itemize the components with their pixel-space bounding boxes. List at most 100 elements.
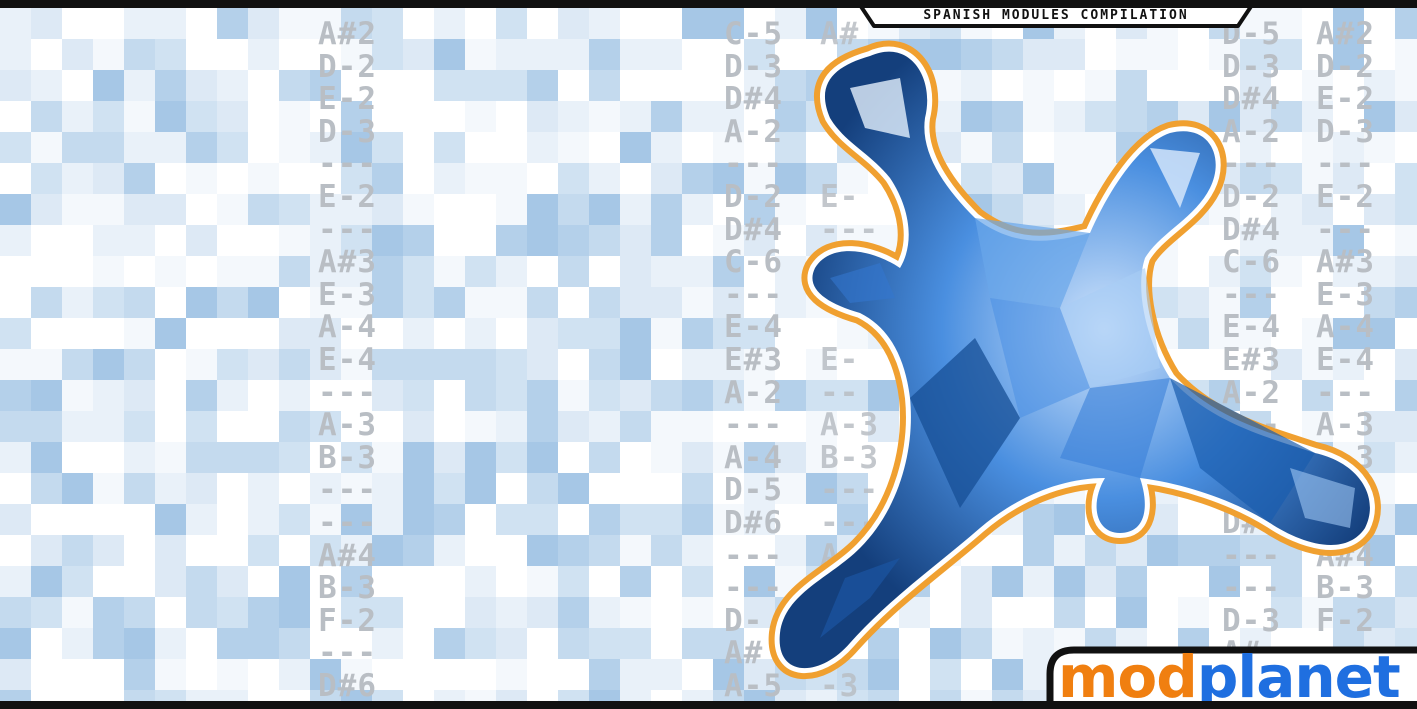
mosaic-tile [31, 39, 62, 70]
mosaic-tile [527, 318, 558, 349]
mosaic-tile [527, 194, 558, 225]
mosaic-tile [248, 8, 279, 39]
mosaic-tile [961, 597, 992, 628]
mosaic-tile [372, 659, 403, 690]
mosaic-tile [682, 504, 713, 535]
mosaic-tile [558, 39, 589, 70]
mosaic-tile [1333, 39, 1364, 70]
mosaic-tile [1054, 194, 1085, 225]
mosaic-tile [434, 566, 465, 597]
mosaic-tile [775, 163, 806, 194]
mosaic-tile [279, 194, 310, 225]
mosaic-tile [93, 39, 124, 70]
mosaic-tile [1302, 566, 1333, 597]
mosaic-tile [310, 101, 341, 132]
pixel-mosaic-background [0, 8, 1417, 701]
mosaic-tile [279, 411, 310, 442]
mosaic-tile [1333, 349, 1364, 380]
mosaic-tile [806, 8, 837, 39]
mosaic-tile [682, 194, 713, 225]
mosaic-tile [465, 349, 496, 380]
mosaic-tile [403, 132, 434, 163]
note-cell: --- [724, 570, 783, 607]
note-cell: --- [318, 146, 377, 183]
mosaic-tile [31, 442, 62, 473]
mosaic-tile [186, 473, 217, 504]
mosaic-tile [310, 411, 341, 442]
mosaic-tile [434, 132, 465, 163]
mosaic-tile [0, 349, 31, 380]
mosaic-tile [775, 504, 806, 535]
mosaic-tile [186, 70, 217, 101]
mosaic-tile [93, 411, 124, 442]
mosaic-tile [775, 380, 806, 411]
mosaic-tile [1395, 411, 1417, 442]
mosaic-tile [1116, 39, 1147, 70]
mosaic-tile [558, 504, 589, 535]
mosaic-tile [465, 101, 496, 132]
mosaic-tile [775, 349, 806, 380]
mosaic-tile [217, 39, 248, 70]
mosaic-tile [1302, 349, 1333, 380]
mosaic-tile [279, 473, 310, 504]
mosaic-tile [992, 597, 1023, 628]
mosaic-tile [155, 256, 186, 287]
note-cell: A-4 [1316, 309, 1375, 346]
mosaic-tile [155, 442, 186, 473]
header-tab [859, 8, 1253, 28]
mosaic-tile [930, 659, 961, 690]
note-cell: D#6 [318, 667, 377, 704]
mosaic-tile [62, 70, 93, 101]
note-cell: A# [724, 635, 764, 672]
mosaic-tile [1147, 535, 1178, 566]
mosaic-tile [651, 70, 682, 101]
mosaic-tile [1364, 70, 1395, 101]
mosaic-tile [279, 566, 310, 597]
mosaic-tile [961, 70, 992, 101]
mosaic-tile [1302, 287, 1333, 318]
mosaic-tile [248, 163, 279, 194]
mosaic-tile [1178, 504, 1209, 535]
mosaic-tile [620, 8, 651, 39]
mosaic-tile [155, 504, 186, 535]
mosaic-tile [1240, 39, 1271, 70]
mosaic-tile [31, 690, 62, 701]
mosaic-tile [0, 380, 31, 411]
mosaic-tile [682, 690, 713, 701]
mosaic-tile [0, 287, 31, 318]
mosaic-tile [465, 39, 496, 70]
mosaic-tile [279, 659, 310, 690]
mosaic-tile [775, 256, 806, 287]
mosaic-tile [620, 659, 651, 690]
mosaic-tile [124, 8, 155, 39]
mosaic-tile [496, 690, 527, 701]
mosaic-tile [527, 225, 558, 256]
mosaic-tile [124, 132, 155, 163]
mosaic-tile [403, 566, 434, 597]
mosaic-tile [248, 442, 279, 473]
note-cell: B-3 [318, 570, 377, 607]
mosaic-tile [558, 256, 589, 287]
mosaic-tile [1116, 70, 1147, 101]
mosaic-tile [279, 349, 310, 380]
note-cell: E#3 [724, 341, 783, 378]
mosaic-tile [1178, 535, 1209, 566]
mosaic-tile [0, 628, 31, 659]
mosaic-tile [217, 318, 248, 349]
mosaic-tile [496, 442, 527, 473]
mosaic-tile [1271, 70, 1302, 101]
mosaic-tile [1302, 39, 1333, 70]
note-cell: A# [820, 16, 860, 52]
mosaic-tile [217, 597, 248, 628]
mosaic-tile [217, 690, 248, 701]
note-cell: E- [820, 178, 860, 215]
mosaic-tile [992, 566, 1023, 597]
mosaic-tile [1364, 380, 1395, 411]
mosaic-tile [496, 256, 527, 287]
mosaic-tile [620, 287, 651, 318]
mosaic-tile [1364, 39, 1395, 70]
mosaic-tile [124, 70, 155, 101]
mosaic-tile [1364, 101, 1395, 132]
mosaic-tile [496, 628, 527, 659]
